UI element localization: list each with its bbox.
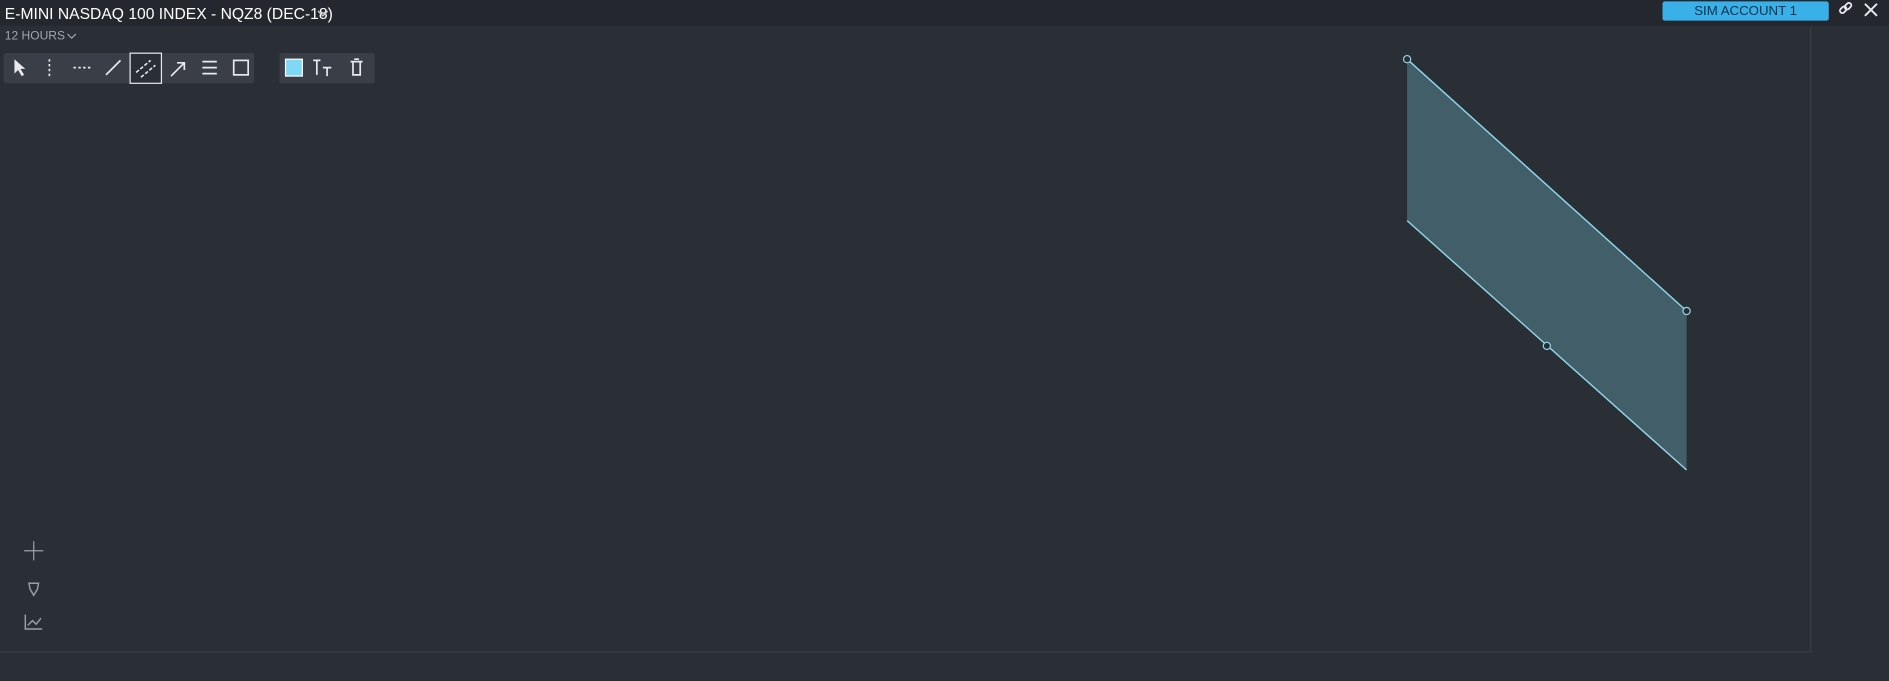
channel-handle[interactable] (1542, 341, 1552, 351)
account-button[interactable] (1662, 1, 1829, 21)
channel-tool[interactable] (135, 59, 156, 78)
color-tool[interactable] (284, 58, 303, 77)
close-icon[interactable] (1864, 3, 1878, 17)
crosshair-tool[interactable] (24, 541, 44, 561)
toolbar-panel (3, 53, 255, 84)
arrow-tool[interactable] (170, 61, 186, 77)
delete-tool[interactable] (350, 58, 363, 76)
title-chevron[interactable] (317, 10, 329, 17)
rectangle-tool[interactable] (232, 59, 250, 76)
drawings (1402, 54, 1691, 471)
header-bar (0, 0, 1889, 26)
price-pane (1407, 59, 1687, 471)
indicator-tool[interactable] (24, 614, 43, 630)
drawing-toolbar (3, 52, 375, 84)
timeframe-chevron[interactable] (67, 33, 77, 39)
trend-line-tool[interactable] (105, 59, 122, 76)
channel-handle[interactable] (1402, 54, 1412, 64)
timeframe[interactable]: 12 HOURS (5, 28, 65, 42)
channel-tool-active[interactable] (129, 52, 163, 84)
channel-upper[interactable] (1406, 58, 1688, 312)
pointer-tool[interactable] (14, 59, 26, 77)
link-icon[interactable] (1839, 2, 1853, 14)
pen-tool[interactable] (28, 582, 40, 597)
channel-handle[interactable] (1682, 306, 1691, 316)
text-tool[interactable] (313, 59, 332, 77)
channel-fill[interactable] (1407, 59, 1687, 471)
instrument-title[interactable]: E-MINI NASDAQ 100 INDEX - NQZ8 (DEC-18) (5, 6, 333, 23)
account-label[interactable]: SIM ACCOUNT 1 (1694, 3, 1797, 18)
fib-tool[interactable] (202, 60, 217, 75)
